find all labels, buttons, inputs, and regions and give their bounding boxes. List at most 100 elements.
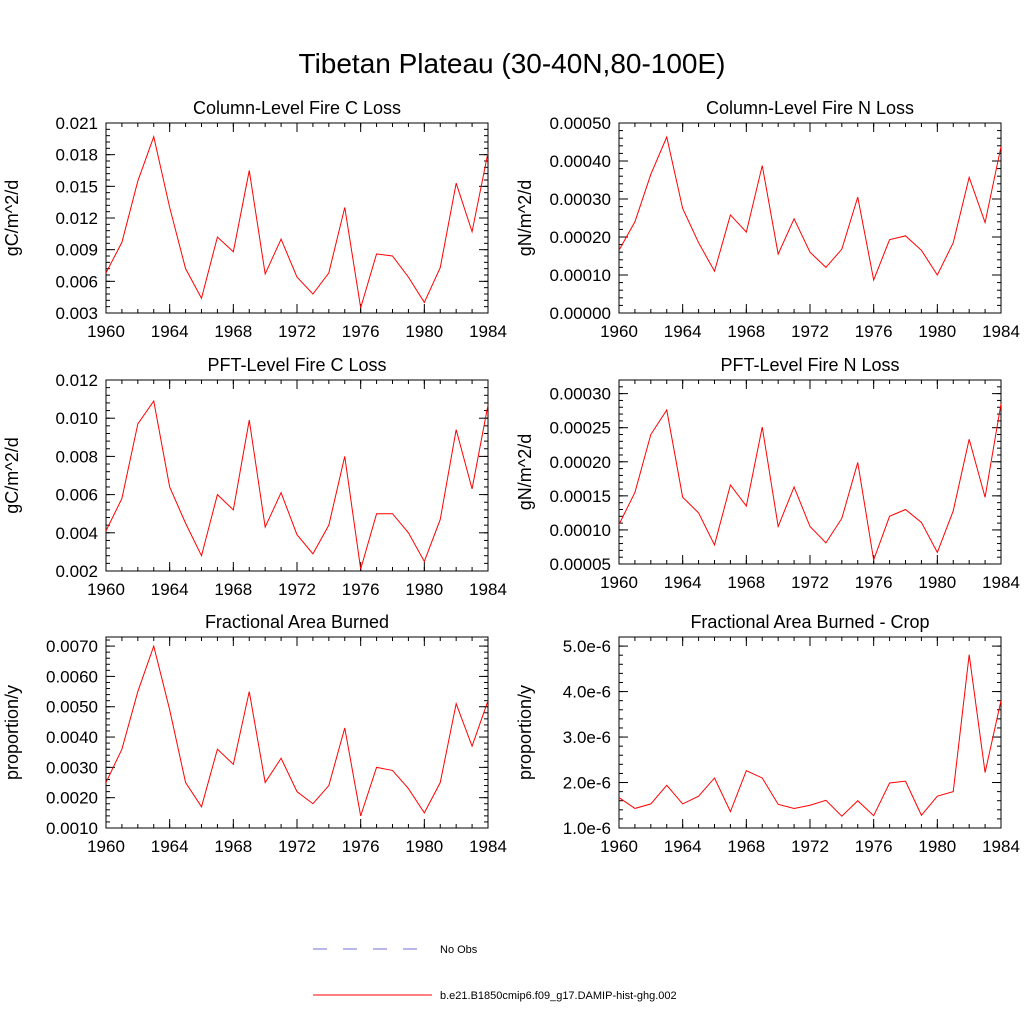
y-tick-label: 0.0070 (46, 637, 98, 656)
figure-title: Tibetan Plateau (30-40N,80-100E) (298, 48, 726, 79)
x-tick-label: 1972 (278, 580, 316, 599)
x-tick-label: 1964 (664, 322, 702, 341)
y-tick-label: 0.012 (55, 209, 98, 228)
series-line (105, 399, 489, 570)
legend-entry: b.e21.B1850cmip6.f09_g17.DAMIP-hist-ghg.… (313, 990, 677, 1002)
y-tick-label: 4.0e-6 (563, 683, 611, 702)
y-tick-label: 0.00005 (550, 555, 611, 574)
chart-panel-column-fire-n-loss: Column-Level Fire N Loss 1960 1964 1968 1972… (515, 98, 1020, 341)
x-tick-label: 1980 (405, 322, 443, 341)
plot-frame (618, 636, 1002, 829)
y-tick-label: 0.00020 (550, 453, 611, 472)
x-tick-label: 1964 (664, 837, 702, 856)
y-tick-label: 0.00010 (550, 266, 611, 285)
x-tick-label: 1984 (982, 837, 1020, 856)
panel-title: Column-Level Fire N Loss (706, 98, 914, 118)
y-tick-label: 5.0e-6 (563, 637, 611, 656)
series-line (618, 135, 1002, 282)
x-tick-label: 1976 (855, 322, 893, 341)
y-tick-label: 0.00010 (550, 521, 611, 540)
y-tick-label: 0.0010 (46, 819, 98, 838)
x-tick-label: 1960 (600, 573, 638, 592)
y-tick-label: 0.015 (55, 177, 98, 196)
chart-panel-fractional-area-burned-crop: Fractional Area Burned - Crop 1960 1964 196… (515, 612, 1020, 856)
x-tick-label: 1984 (982, 573, 1020, 592)
series-line (105, 134, 489, 308)
series-line (105, 644, 489, 817)
y-tick-label: 0.004 (55, 524, 98, 543)
y-tick-label: 0.0060 (46, 667, 98, 686)
y-tick-label: 0.021 (55, 114, 98, 133)
y-tick-label: 0.002 (55, 562, 98, 581)
y-tick-label: 0.00050 (550, 114, 611, 133)
panel-title: Column-Level Fire C Loss (193, 98, 401, 118)
y-axis-label: gN/m^2/d (515, 180, 535, 256)
x-tick-label: 1972 (278, 322, 316, 341)
x-tick-label: 1984 (982, 322, 1020, 341)
y-tick-label: 0.0040 (46, 728, 98, 747)
x-tick-label: 1968 (214, 322, 252, 341)
y-tick-label: 0.006 (55, 486, 98, 505)
x-tick-label: 1976 (342, 580, 380, 599)
y-tick-label: 0.008 (55, 447, 98, 466)
y-tick-label: 0.018 (55, 146, 98, 165)
y-tick-label: 0.00000 (550, 304, 611, 323)
y-tick-label: 0.012 (55, 371, 98, 390)
y-tick-label: 0.0050 (46, 698, 98, 717)
x-tick-label: 1976 (342, 322, 380, 341)
chart-panel-column-fire-c-loss: Column-Level Fire C Loss 1960 1964 1968 1972… (2, 98, 507, 341)
panel-title: Fractional Area Burned - Crop (690, 612, 929, 632)
x-tick-label: 1964 (664, 573, 702, 592)
x-tick-label: 1980 (918, 322, 956, 341)
legend-label: No Obs (440, 944, 478, 956)
y-tick-label: 2.0e-6 (563, 774, 611, 793)
y-axis-label: gC/m^2/d (2, 437, 22, 513)
panel-title: Fractional Area Burned (205, 612, 389, 632)
x-tick-label: 1972 (791, 837, 829, 856)
x-tick-label: 1984 (469, 837, 507, 856)
x-tick-label: 1980 (918, 573, 956, 592)
panel-title: PFT-Level Fire N Loss (720, 355, 899, 375)
x-tick-label: 1984 (469, 580, 507, 599)
y-tick-label: 0.00030 (550, 190, 611, 209)
x-tick-label: 1964 (151, 580, 189, 599)
plot-frame (105, 122, 489, 314)
x-tick-label: 1964 (151, 322, 189, 341)
y-tick-label: 0.010 (55, 409, 98, 428)
y-tick-label: 3.0e-6 (563, 728, 611, 747)
y-axis-label: proportion/y (515, 685, 535, 780)
x-tick-label: 1960 (87, 322, 125, 341)
panel-title: PFT-Level Fire C Loss (207, 355, 386, 375)
plot-frame (105, 379, 489, 572)
x-tick-label: 1976 (342, 837, 380, 856)
y-tick-label: 0.00030 (550, 385, 611, 404)
y-tick-label: 0.00040 (550, 152, 611, 171)
x-tick-label: 1980 (405, 837, 443, 856)
x-tick-label: 1976 (855, 573, 893, 592)
x-tick-label: 1968 (214, 837, 252, 856)
x-tick-label: 1968 (727, 837, 765, 856)
x-tick-label: 1960 (600, 837, 638, 856)
x-tick-label: 1984 (469, 322, 507, 341)
plot-frame (105, 636, 489, 829)
x-tick-label: 1960 (600, 322, 638, 341)
series-line (618, 654, 1002, 817)
x-tick-label: 1964 (151, 837, 189, 856)
x-tick-label: 1972 (278, 837, 316, 856)
x-tick-label: 1976 (855, 837, 893, 856)
y-tick-label: 0.0020 (46, 789, 98, 808)
x-tick-label: 1960 (87, 580, 125, 599)
y-axis-label: gC/m^2/d (2, 180, 22, 256)
chart-panel-pft-fire-n-loss: PFT-Level Fire N Loss 1960 1964 1968 1972 197… (515, 355, 1020, 592)
legend-label: b.e21.B1850cmip6.f09_g17.DAMIP-hist-ghg.… (440, 990, 677, 1002)
chart-panel-pft-fire-c-loss: PFT-Level Fire C Loss 1960 1964 1968 1972 197… (2, 355, 507, 599)
legend-entry: No Obs (313, 944, 478, 956)
chart-panel-fractional-area-burned: Fractional Area Burned 1960 1964 1968 1972 19… (2, 612, 507, 856)
y-tick-label: 0.006 (55, 272, 98, 291)
y-axis-label: proportion/y (2, 685, 22, 780)
x-tick-label: 1972 (791, 322, 829, 341)
x-tick-label: 1980 (918, 837, 956, 856)
x-tick-label: 1968 (727, 573, 765, 592)
x-tick-label: 1980 (405, 580, 443, 599)
